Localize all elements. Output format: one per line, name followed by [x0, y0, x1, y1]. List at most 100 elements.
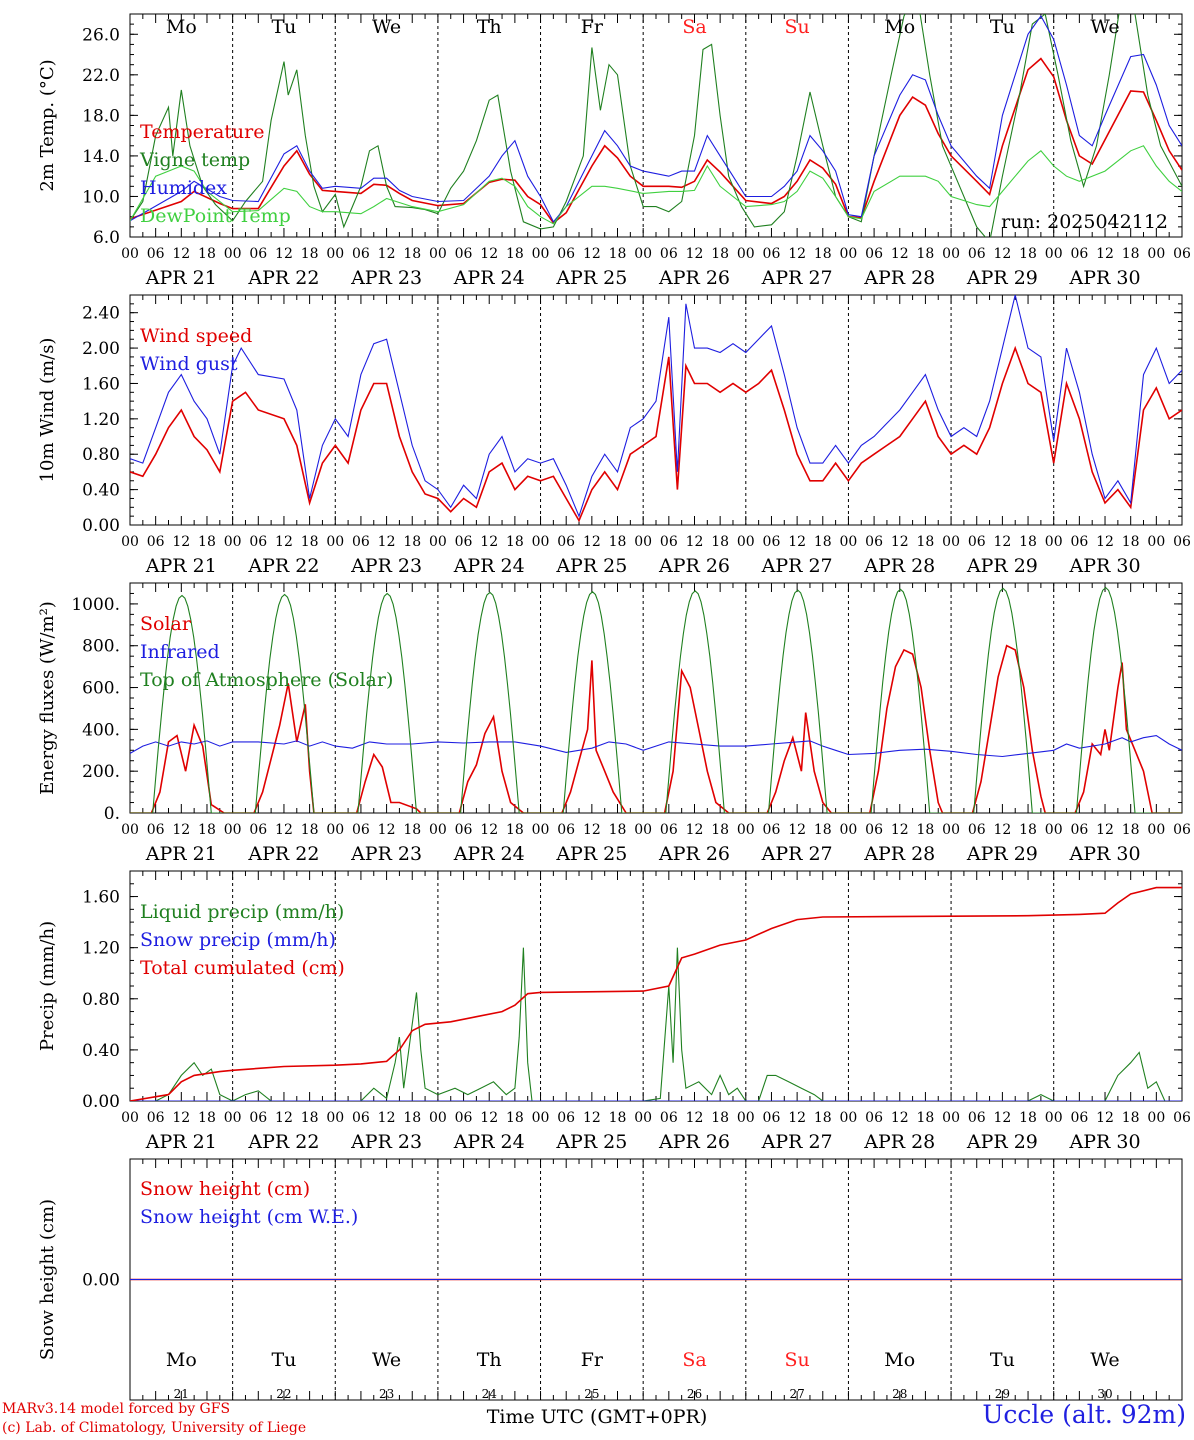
day-name-label: Tu [990, 1349, 1015, 1371]
series-infrared [130, 735, 1182, 758]
y-tick-label: 1.20 [82, 410, 120, 430]
day-name-label: We [1090, 16, 1119, 38]
x-hour-label: 06 [352, 246, 370, 262]
day-number-label: 30 [1097, 1387, 1112, 1401]
x-hour-label: 06 [1173, 1110, 1191, 1126]
x-hour-label: 00 [326, 246, 344, 262]
series-group [130, 586, 1182, 813]
legend-humidex: Humidex [140, 177, 227, 199]
x-hour-label: 06 [763, 822, 781, 838]
x-hour-label: 06 [249, 534, 267, 550]
x-date-label: APR 30 [1069, 1131, 1141, 1153]
x-hour-label: 12 [172, 822, 190, 838]
x-hour-label: 18 [403, 1110, 421, 1126]
panel-temp: 6.0 10.0 14.0 18.0 22.0 26.0 2m Temp. (°C) Temp… [37, 13, 1191, 289]
x-date-label: APR 28 [863, 1131, 935, 1153]
x-hour-label: 06 [455, 1110, 473, 1126]
credit-line-1: MARv3.14 model forced by GFS [2, 1401, 231, 1417]
x-hour-label: 00 [840, 246, 858, 262]
x-hour-label: 18 [609, 822, 627, 838]
x-date-label: APR 24 [453, 555, 525, 577]
x-hour-label: 00 [429, 1110, 447, 1126]
x-hour-label: 12 [378, 534, 396, 550]
x-hour-label: 12 [378, 1110, 396, 1126]
y-tick-label: 0.40 [82, 1041, 120, 1061]
x-hour-label: 00 [224, 534, 242, 550]
x-hour-label: 12 [788, 534, 806, 550]
x-date-label: APR 29 [966, 1131, 1038, 1153]
x-hour-label: 06 [557, 246, 575, 262]
day-name-label: Mo [166, 16, 197, 38]
x-hour-label: 00 [1045, 822, 1063, 838]
x-hour-label: 12 [891, 1110, 909, 1126]
x-hour-label: 12 [480, 822, 498, 838]
x-date-label: APR 24 [453, 843, 525, 865]
y-tick-label: 22.0 [82, 66, 120, 86]
x-hour-label: 18 [301, 822, 319, 838]
x-hour-label: 00 [737, 822, 755, 838]
x-hour-label: 00 [942, 1110, 960, 1126]
x-hour-label: 06 [968, 822, 986, 838]
x-hour-label: 12 [788, 246, 806, 262]
x-hour-label: 00 [121, 246, 139, 262]
x-hour-label: 06 [763, 534, 781, 550]
x-hour-label: 12 [993, 1110, 1011, 1126]
x-hour-label: 18 [609, 534, 627, 550]
x-date-label: APR 29 [966, 267, 1038, 289]
x-hour-label: 12 [480, 534, 498, 550]
x-hour-label: 12 [583, 822, 601, 838]
x-hour-label: 00 [532, 1110, 550, 1126]
x-hour-label: 00 [634, 822, 652, 838]
y-tick-label: 2.00 [82, 339, 120, 359]
day-name-label: Fr [581, 1349, 604, 1371]
x-hour-label: 12 [686, 534, 704, 550]
x-date-label: APR 21 [145, 843, 217, 865]
y-tick-label: 14.0 [82, 147, 120, 167]
panel-wind: 0.00 0.40 0.80 1.20 1.60 2.00 2.40 10m Wind (m/… [37, 294, 1191, 577]
x-hour-label: 18 [917, 534, 935, 550]
x-hour-label: 06 [249, 822, 267, 838]
x-date-label: APR 30 [1069, 555, 1141, 577]
x-hour-label: 00 [1147, 1110, 1165, 1126]
day-number-label: 23 [379, 1387, 394, 1401]
x-hour-label: 06 [1173, 534, 1191, 550]
x-hour-label: 06 [968, 534, 986, 550]
y-tick-label: 1.60 [82, 888, 120, 908]
x-date-label: APR 23 [350, 555, 422, 577]
x-hour-label: 18 [711, 822, 729, 838]
x-hour-label: 06 [865, 534, 883, 550]
station-label: Uccle (alt. 92m) [982, 1400, 1186, 1429]
x-hour-label: 06 [455, 822, 473, 838]
day-number-label: 21 [174, 1387, 189, 1401]
x-hour-label: 00 [224, 822, 242, 838]
day-number-label: 22 [276, 1387, 291, 1401]
y-tick-label: 800. [82, 637, 120, 657]
x-hour-label: 06 [660, 1110, 678, 1126]
legend-temperature: Temperature [140, 121, 264, 143]
y-tick-label: 6.0 [93, 228, 120, 248]
x-hour-label: 18 [1122, 1110, 1140, 1126]
x-hour-label: 18 [1019, 1110, 1037, 1126]
x-hour-label: 00 [942, 534, 960, 550]
x-hour-label: 00 [737, 534, 755, 550]
x-date-label: APR 24 [453, 1131, 525, 1153]
x-hour-label: 18 [506, 246, 524, 262]
y-tick-label: 0.00 [82, 1271, 120, 1291]
x-hour-label: 12 [1096, 1110, 1114, 1126]
x-hour-label: 18 [711, 1110, 729, 1126]
series-top-of-atmosphere-solar- [130, 586, 1182, 813]
y-tick-label: 0.80 [82, 990, 120, 1010]
x-date-label: APR 29 [966, 843, 1038, 865]
x-hour-label: 18 [506, 1110, 524, 1126]
x-axis-title: Time UTC (GMT+0PR) [0, 1406, 1194, 1428]
day-name-label: Tu [271, 1349, 296, 1371]
x-hour-label: 00 [737, 246, 755, 262]
series-total-cumulated-cm- [130, 886, 1182, 1101]
x-hour-label: 18 [506, 822, 524, 838]
x-date-label: APR 27 [761, 843, 833, 865]
x-hour-label: 12 [172, 246, 190, 262]
x-date-label: APR 21 [145, 555, 217, 577]
x-hour-label: 12 [275, 1110, 293, 1126]
x-hour-label: 18 [917, 246, 935, 262]
x-hour-label: 18 [711, 534, 729, 550]
